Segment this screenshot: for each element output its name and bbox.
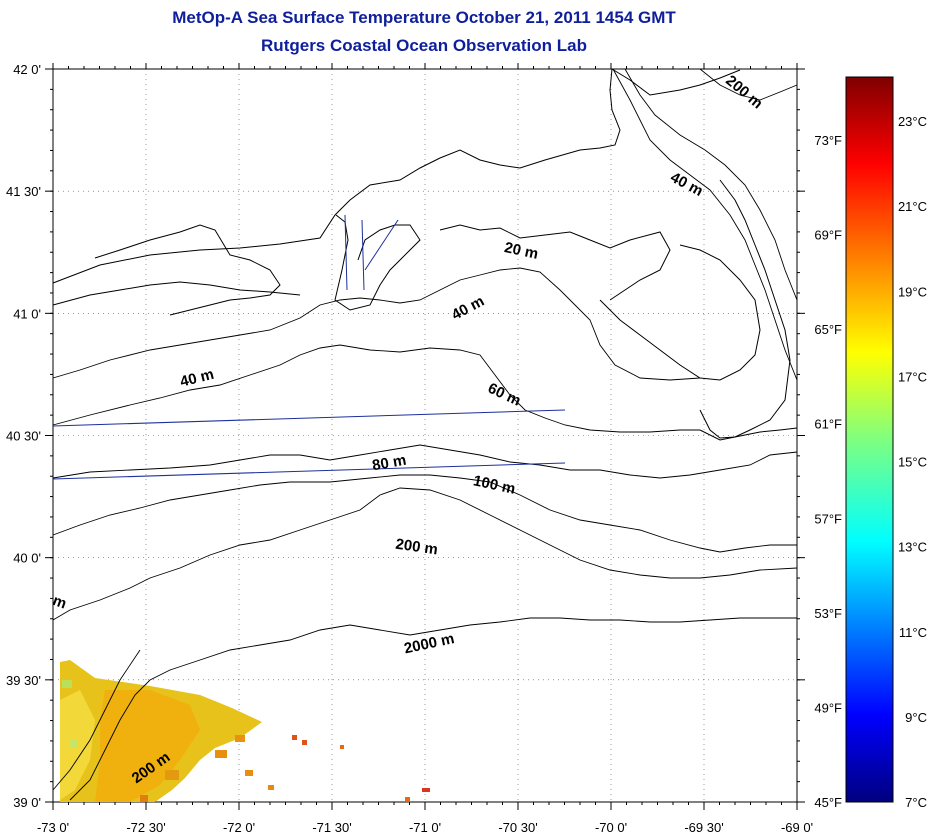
colorbar-f-label: 73°F bbox=[814, 133, 842, 148]
lon-tick-label: -72 30' bbox=[126, 820, 165, 835]
contour-label-20m: 20 m bbox=[503, 239, 540, 263]
transect-line bbox=[361, 219, 365, 291]
colorbar-c-label: 13°C bbox=[898, 540, 927, 555]
latitude-axis: 42 0' 41 30' 41 0' 40 30' 40 0' 39 30' 39 0' bbox=[6, 62, 805, 810]
colorbar-f-label: 65°F bbox=[814, 322, 842, 337]
colorbar-c-label: 11°C bbox=[899, 625, 927, 640]
colorbar-c-label: 19°C bbox=[898, 284, 927, 299]
contour-label-edge: m bbox=[50, 592, 68, 613]
lon-tick-label: -70 30' bbox=[498, 820, 537, 835]
lat-tick-label: 40 0' bbox=[13, 551, 41, 566]
graticule bbox=[53, 69, 797, 802]
lon-tick-label: -72 0' bbox=[223, 820, 255, 835]
bathymetry-contours bbox=[52, 68, 798, 801]
colorbar: 73°F 69°F 65°F 61°F 57°F 53°F 49°F 45°F 23°C 21°… bbox=[814, 76, 927, 810]
colorbar-gradient bbox=[845, 76, 894, 803]
colorbar-celsius-labels: 23°C 21°C 19°C 17°C 15°C 13°C 11°C 9°C 7°C bbox=[898, 114, 927, 810]
lon-tick-label: -71 30' bbox=[312, 820, 351, 835]
colorbar-f-label: 57°F bbox=[814, 511, 842, 526]
lat-tick-label: 41 30' bbox=[6, 184, 41, 199]
lon-tick-label: -69 30' bbox=[684, 820, 723, 835]
lat-tick-label: 41 0' bbox=[13, 306, 41, 321]
lon-tick-label: -70 0' bbox=[595, 820, 627, 835]
colorbar-f-label: 53°F bbox=[814, 606, 842, 621]
coastline bbox=[52, 68, 798, 441]
longitude-axis: -73 0' -72 30' -72 0' -71 30' -71 0' -70 30' -… bbox=[37, 63, 813, 835]
contour-label-200m: 200 m bbox=[394, 536, 438, 559]
transect-line bbox=[364, 219, 399, 271]
colorbar-f-label: 49°F bbox=[814, 700, 842, 715]
colorbar-f-label: 61°F bbox=[814, 417, 842, 432]
map-title: MetOp-A Sea Surface Temperature October … bbox=[172, 8, 676, 27]
transect-line bbox=[52, 462, 566, 480]
transect-line bbox=[344, 214, 348, 291]
transect-lines bbox=[52, 214, 566, 480]
lon-tick-label: -71 0' bbox=[409, 820, 441, 835]
lon-tick-label: -73 0' bbox=[37, 820, 69, 835]
contour-label-80m: 80 m bbox=[371, 452, 408, 475]
colorbar-c-label: 15°C bbox=[898, 455, 927, 470]
colorbar-c-label: 7°C bbox=[905, 795, 927, 810]
colorbar-f-label: 69°F bbox=[814, 228, 842, 243]
lat-tick-label: 42 0' bbox=[13, 62, 41, 77]
colorbar-fahrenheit-labels: 73°F 69°F 65°F 61°F 57°F 53°F 49°F 45°F bbox=[814, 133, 842, 810]
transect-line bbox=[52, 409, 566, 427]
colorbar-c-label: 17°C bbox=[898, 369, 927, 384]
lon-tick-label: -69 0' bbox=[781, 820, 813, 835]
lat-tick-label: 40 30' bbox=[6, 429, 41, 444]
colorbar-c-label: 21°C bbox=[898, 199, 927, 214]
lat-tick-label: 39 0' bbox=[13, 795, 41, 810]
colorbar-c-label: 23°C bbox=[898, 114, 927, 129]
colorbar-c-label: 9°C bbox=[905, 710, 927, 725]
colorbar-f-label: 45°F bbox=[814, 795, 842, 810]
lat-tick-label: 39 30' bbox=[6, 673, 41, 688]
map-subtitle: Rutgers Coastal Ocean Observation Lab bbox=[261, 36, 587, 55]
